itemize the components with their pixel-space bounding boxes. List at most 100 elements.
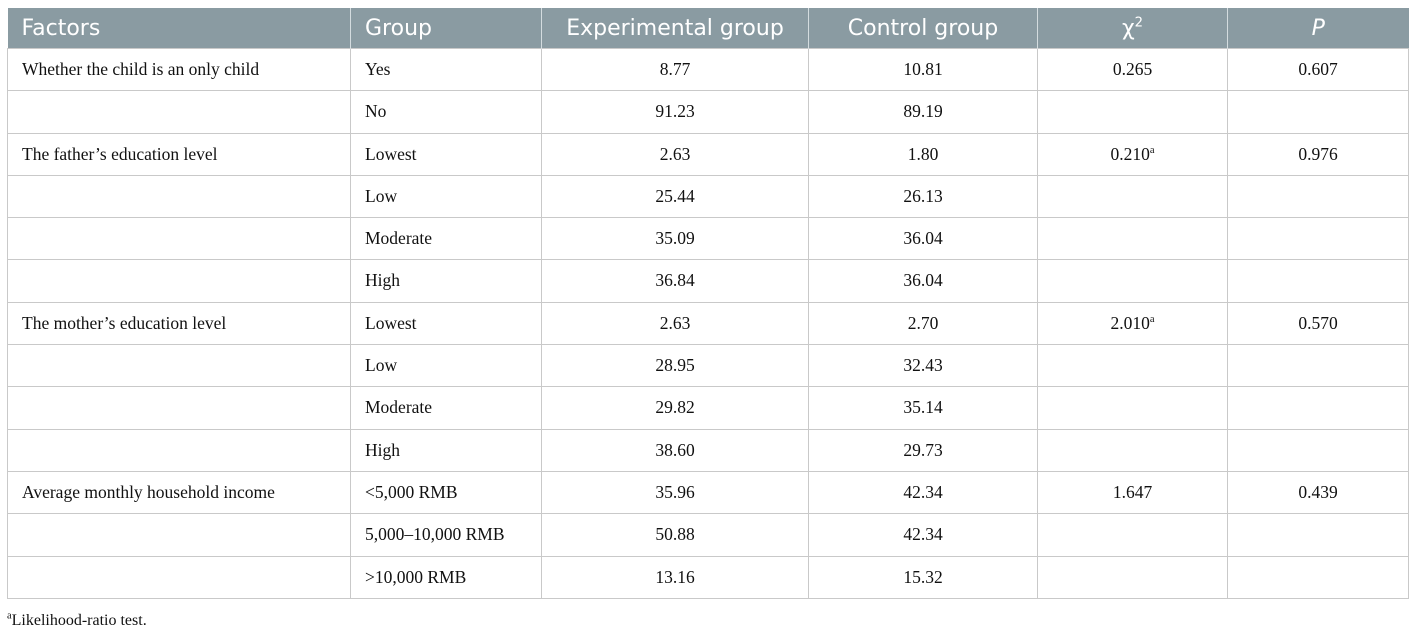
cell-group-value: Lowest <box>365 312 417 333</box>
table-row: High 36.84 36.04 <box>7 259 1409 303</box>
cell-control-value: 42.34 <box>903 481 943 502</box>
chi-superscript: 2 <box>1134 15 1144 31</box>
cell-group-value: Moderate <box>365 397 433 418</box>
cell-group: Lowest <box>350 301 542 346</box>
cell-p-value-value: 0.439 <box>1298 481 1338 502</box>
cell-experimental-value: 50.88 <box>655 524 695 545</box>
cell-p-value: 0.570 <box>1227 301 1409 346</box>
cell-control-value: 29.73 <box>903 439 943 460</box>
cell-experimental-value: 91.23 <box>655 101 695 122</box>
cell-experimental: 29.82 <box>541 386 809 430</box>
cell-group: High <box>350 428 542 472</box>
cell-group: High <box>350 259 542 303</box>
table-row: Low 28.95 32.43 <box>7 344 1409 388</box>
cell-factor-value: Whether the child is an only child <box>22 59 260 79</box>
cell-factor <box>7 90 351 134</box>
chi-symbol: χ <box>1121 15 1135 41</box>
table-row: No 91.23 89.19 <box>7 90 1409 134</box>
cell-control-value: 26.13 <box>903 185 943 206</box>
cell-p-value <box>1227 259 1409 303</box>
cell-control: 42.34 <box>808 470 1038 515</box>
cell-experimental-value: 2.63 <box>659 143 691 164</box>
cell-control: 15.32 <box>808 555 1038 599</box>
cell-experimental-value: 13.16 <box>655 566 695 587</box>
cell-p-value <box>1227 428 1409 472</box>
chi-footnote-marker: a <box>1149 144 1155 156</box>
cell-control-value: 15.32 <box>903 566 943 587</box>
cell-experimental: 35.09 <box>541 217 809 261</box>
cell-control: 1.80 <box>808 132 1038 176</box>
cell-p-value <box>1227 513 1409 557</box>
footnote-marker: a <box>7 610 12 622</box>
data-table-container: Factors Group Experimental group Control… <box>7 8 1409 599</box>
cell-experimental: 36.84 <box>541 259 809 303</box>
cell-control-value: 35.14 <box>903 397 943 418</box>
cell-chi-square: 2.010a <box>1037 301 1228 346</box>
footnote-text: Likelihood-ratio test. <box>11 612 147 629</box>
cell-control: 89.19 <box>808 90 1038 134</box>
cell-factor <box>7 344 351 388</box>
cell-control: 32.43 <box>808 344 1038 388</box>
header-factors: Factors <box>7 8 351 49</box>
header-p-value: P <box>1227 8 1409 49</box>
cell-p-value: 0.976 <box>1227 132 1409 176</box>
cell-chi-square-value: 0.210 <box>1110 143 1150 164</box>
cell-experimental: 50.88 <box>541 513 809 557</box>
cell-chi-square: 0.210a <box>1037 132 1228 176</box>
cell-p-value-value: 0.607 <box>1298 59 1338 79</box>
cell-factor: The mother’s education level <box>7 301 351 346</box>
table-row: Moderate 35.09 36.04 <box>7 217 1409 261</box>
cell-factor: Average monthly household income <box>7 470 351 515</box>
cell-control-value: 10.81 <box>903 59 943 79</box>
cell-experimental-value: 35.09 <box>655 228 695 249</box>
table-header: Factors Group Experimental group Control… <box>7 8 1409 49</box>
cell-experimental-value: 2.63 <box>659 312 691 333</box>
cell-p-value <box>1227 217 1409 261</box>
cell-group: >10,000 RMB <box>350 555 542 599</box>
cell-group-value: Low <box>365 355 398 376</box>
chi-footnote-marker: a <box>1149 313 1155 325</box>
cell-control-value: 36.04 <box>903 270 943 291</box>
data-table: Factors Group Experimental group Control… <box>7 8 1409 599</box>
cell-p-value <box>1227 555 1409 599</box>
cell-group: 5,000–10,000 RMB <box>350 513 542 557</box>
cell-group: Moderate <box>350 217 542 261</box>
cell-control-value: 32.43 <box>903 355 943 376</box>
cell-factor-value: Average monthly household income <box>22 481 275 502</box>
p-symbol: P <box>1311 15 1325 41</box>
cell-experimental: 35.96 <box>541 470 809 515</box>
cell-group-value: High <box>365 439 400 460</box>
cell-chi-square-value: 1.647 <box>1112 481 1153 502</box>
cell-factor-value: The mother’s education level <box>22 312 227 333</box>
cell-chi-square <box>1037 555 1228 599</box>
header-experimental-group: Experimental group <box>541 8 809 49</box>
cell-factor <box>7 555 351 599</box>
cell-chi-square <box>1037 428 1228 472</box>
header-row: Factors Group Experimental group Control… <box>7 8 1409 49</box>
cell-group: Lowest <box>350 132 542 176</box>
cell-control: 26.13 <box>808 174 1038 219</box>
cell-control-value: 36.04 <box>903 228 943 249</box>
cell-chi-square: 1.647 <box>1037 470 1228 515</box>
cell-experimental: 28.95 <box>541 344 809 388</box>
cell-p-value-value: 0.976 <box>1298 143 1338 164</box>
cell-control: 2.70 <box>808 301 1038 346</box>
cell-experimental-value: 29.82 <box>655 397 695 418</box>
cell-experimental-value: 25.44 <box>655 185 695 206</box>
cell-factor: Whether the child is an only child <box>7 47 351 92</box>
cell-p-value <box>1227 90 1409 134</box>
cell-experimental: 38.60 <box>541 428 809 472</box>
cell-factor <box>7 259 351 303</box>
cell-p-value: 0.607 <box>1227 47 1409 92</box>
cell-experimental: 91.23 <box>541 90 809 134</box>
cell-p-value <box>1227 174 1409 219</box>
table-row: >10,000 RMB 13.16 15.32 <box>7 555 1409 599</box>
cell-group-value: Moderate <box>365 228 433 249</box>
cell-chi-square <box>1037 174 1228 219</box>
table-row: Average monthly household income <5,000 R… <box>7 470 1409 515</box>
header-control-group: Control group <box>808 8 1038 49</box>
cell-group: Yes <box>350 47 542 92</box>
cell-experimental: 2.63 <box>541 132 809 176</box>
cell-chi-square <box>1037 386 1228 430</box>
cell-group-value: High <box>365 270 400 291</box>
